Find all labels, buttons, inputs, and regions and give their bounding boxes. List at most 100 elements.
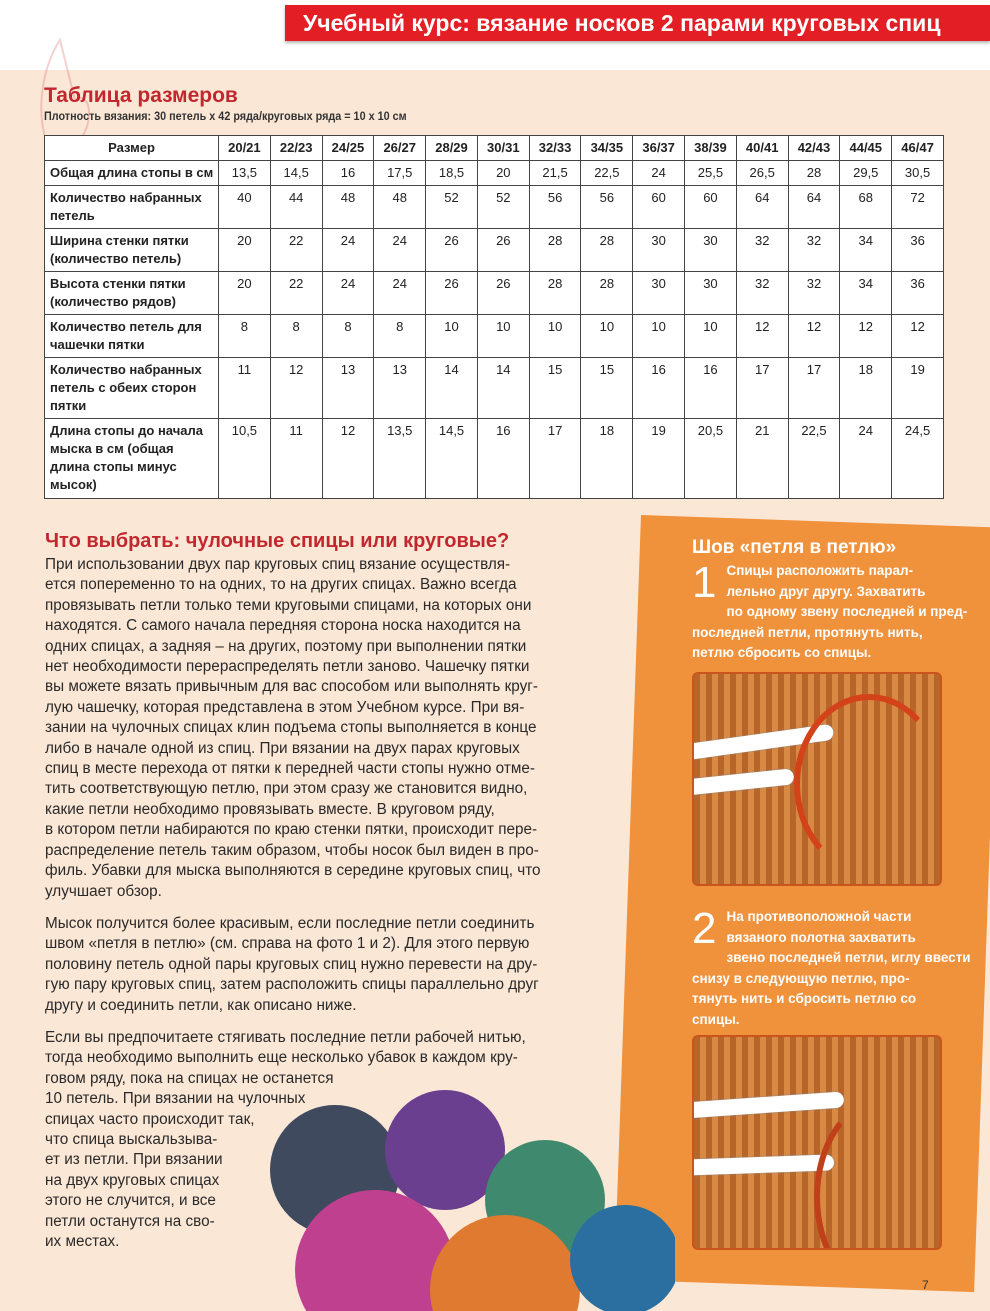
size-header: 24/25 — [321, 135, 375, 161]
step-text-line: звено последней петли, иглу ввести — [726, 950, 971, 966]
table-cell: 52 — [425, 185, 478, 229]
step-text-line: На противоположной части — [726, 909, 912, 924]
step-text-line: Спицы расположить парал- — [726, 563, 914, 578]
size-header: 36/37 — [632, 135, 686, 161]
table-cell: 20 — [218, 271, 271, 315]
size-header: 32/33 — [528, 135, 582, 161]
table-cell: 36 — [891, 228, 944, 272]
text-line: Если вы предпочитаете стягивать последни… — [45, 1028, 526, 1046]
table-cell: 24,5 — [891, 418, 944, 499]
table-cell: 30 — [684, 271, 737, 315]
text-line: ет из петли. При вязании — [45, 1151, 223, 1169]
size-table: Размер 20/21 22/23 24/25 26/27 28/29 30/31 32/3… — [44, 135, 944, 499]
table-cell: 19 — [891, 357, 944, 419]
table-cell: 12 — [269, 357, 323, 419]
text-line: провязывать петли только теми круговыми … — [45, 596, 532, 614]
row-label: Длина стопы до начала мыска в см (общая … — [44, 418, 219, 499]
table-cell: 13 — [373, 357, 427, 419]
table-cell: 10 — [425, 314, 478, 358]
table-cell: 22,5 — [787, 418, 841, 499]
table-cell: 8 — [218, 314, 271, 358]
table-cell: 8 — [321, 314, 375, 358]
table-cell: 26 — [425, 271, 478, 315]
table-cell: 40 — [218, 185, 271, 229]
table-cell: 15 — [528, 357, 582, 419]
table-cell: 30 — [632, 271, 686, 315]
table-row: Количество набранных петель с обеих стор… — [44, 357, 944, 419]
text-line: распределение петель таким образом, чтоб… — [45, 841, 539, 859]
table-cell: 18 — [580, 418, 634, 499]
text-line: швом «петля в петлю» (см. справа на фото… — [45, 935, 530, 953]
text-line: другу и соединить петли, как описано ниж… — [45, 996, 357, 1014]
size-header: 40/41 — [735, 135, 789, 161]
table-cell: 28 — [528, 271, 582, 315]
size-header: 46/47 — [891, 135, 944, 161]
table-cell: 10,5 — [218, 418, 271, 499]
text-line: находятся. С самого начала передняя стор… — [45, 617, 521, 635]
text-line: нет необходимости перераспределять петли… — [45, 658, 530, 676]
table-cell: 60 — [684, 185, 737, 229]
table-cell: 26 — [425, 228, 478, 272]
table-cell: 24 — [632, 160, 686, 186]
table-cell: 22 — [269, 271, 323, 315]
table-cell: 10 — [528, 314, 582, 358]
table-cell: 52 — [476, 185, 530, 229]
table-cell: 29,5 — [839, 160, 893, 186]
table-cell: 32 — [787, 271, 841, 315]
table-cell: 18 — [839, 357, 893, 419]
size-header: 28/29 — [425, 135, 478, 161]
sidebar-title: Шов «петля в петлю» — [692, 537, 897, 558]
table-cell: 48 — [373, 185, 427, 229]
table-cell: 17,5 — [373, 160, 427, 186]
table-cell: 18,5 — [425, 160, 478, 186]
table-cell: 26 — [476, 271, 530, 315]
row-label: Количество набранных петель с обеих стор… — [44, 357, 219, 419]
text-line: половину петель одной пары круговых спиц… — [45, 955, 538, 973]
article: Что выбрать: чулочные спицы или круговые… — [45, 530, 625, 1264]
text-line: их местах. — [45, 1233, 120, 1250]
table-cell: 32 — [735, 271, 789, 315]
step-text-line: снизу в следующую петлю, про- — [692, 970, 910, 986]
table-cell: 15 — [580, 357, 634, 419]
table-cell: 20,5 — [684, 418, 737, 499]
text-line: говом ряду, пока на спицах не останется — [45, 1069, 334, 1087]
table-cell: 16 — [632, 357, 686, 419]
table-cell: 28 — [787, 160, 841, 186]
text-line: 10 петель. При вязании на чулочных — [45, 1090, 306, 1108]
step-text-line: спицы. — [692, 1011, 740, 1027]
text-line: одних спицах, а задняя – на других, поэт… — [45, 637, 527, 655]
table-cell: 32 — [735, 228, 789, 272]
table-cell: 24 — [321, 228, 375, 272]
table-cell: 44 — [269, 185, 323, 229]
table-cell: 10 — [476, 314, 530, 358]
table-cell: 12 — [891, 314, 944, 358]
step-number: 1 — [692, 558, 717, 607]
step-1: 1 Спицы расположить парал-лельно друг дру… — [692, 558, 967, 664]
text-line: зании на чулочных спицах клин подъема ст… — [45, 719, 537, 737]
table-cell: 28 — [580, 228, 634, 272]
table-cell: 12 — [787, 314, 841, 358]
table-row: Общая длина стопы в см 13,5 14,5 16 17,5 18,5… — [44, 160, 944, 186]
table-cell: 14 — [425, 357, 478, 419]
size-header: 42/43 — [787, 135, 841, 161]
size-header: 20/21 — [218, 135, 271, 161]
table-cell: 30 — [632, 228, 686, 272]
table-cell: 13,5 — [218, 160, 271, 186]
text-line: в котором петли набираются по краю стенк… — [45, 821, 538, 839]
text-line: гую пару круговых спиц, затем расположит… — [45, 976, 539, 994]
size-header: 26/27 — [373, 135, 427, 161]
table-cell: 34 — [839, 228, 893, 272]
size-header: 44/45 — [839, 135, 893, 161]
text-line: на двух круговых спицах — [45, 1171, 220, 1189]
size-table-title: Таблица размеров — [44, 84, 238, 107]
table-cell: 48 — [321, 185, 375, 229]
text-line: либо в начале одной из спиц. При вязании… — [45, 739, 520, 757]
table-cell: 10 — [580, 314, 634, 358]
text-line: вы можете вязать привычным для вас спосо… — [45, 678, 538, 696]
table-cell: 14 — [476, 357, 530, 419]
table-cell: 17 — [528, 418, 582, 499]
table-cell: 26,5 — [735, 160, 789, 186]
table-cell: 13,5 — [373, 418, 427, 499]
text-line: тить соответствующую петлю, при этом сра… — [45, 780, 528, 798]
table-cell: 11 — [269, 418, 323, 499]
